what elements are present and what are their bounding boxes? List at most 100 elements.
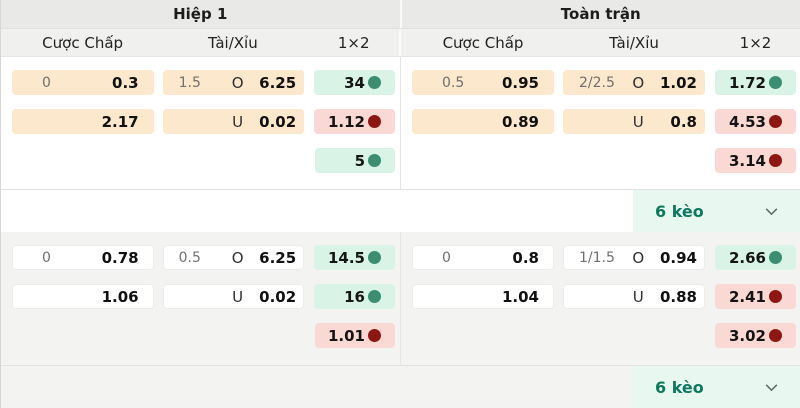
over-under-cell[interactable]: 0.5 O 6.25 (162, 245, 305, 270)
one-x-two-cell[interactable]: 4.53 (715, 109, 796, 134)
over-under-line: 1/1.5 (579, 249, 615, 266)
over-under-odds: 0.02 (259, 112, 297, 131)
one-x-two-odds: 5 (354, 151, 365, 170)
trend-dot-icon (769, 115, 782, 128)
odds-row: 1.04 U 0.88 2.41 (412, 284, 796, 309)
one-x-two-cell[interactable]: 1.12 (314, 109, 395, 134)
more-odds-label: 6 kèo (655, 377, 704, 397)
over-under-cell[interactable]: 1/1.5 O 0.94 (563, 245, 705, 270)
one-x-two-cell[interactable]: 3.14 (715, 148, 796, 173)
one-x-two-cell[interactable]: 34 (314, 70, 395, 95)
column-header-over-under: Tài/Xỉu (207, 33, 258, 52)
odds-block-1-first-half: 0 0.3 1.5 O 6.25 34 2.17 (1, 57, 401, 189)
more-odds-label: 6 kèo (655, 201, 704, 221)
odds-row: 0 0.8 1/1.5 O 0.94 2.66 (412, 245, 796, 270)
handicap-cell[interactable]: 0.5 0.95 (412, 70, 554, 95)
over-under-cell[interactable]: U 0.02 (162, 109, 305, 134)
handicap-cell[interactable]: 1.04 (412, 284, 554, 309)
over-under-line: 0.5 (178, 249, 201, 266)
over-under-side: U (232, 112, 244, 131)
odds-row: 2.17 U 0.02 1.12 (12, 109, 395, 134)
handicap-cell[interactable]: 0 0.3 (12, 70, 154, 95)
odds-row: 1.06 U 0.02 16 (12, 284, 395, 309)
one-x-two-odds: 16 (344, 287, 365, 306)
handicap-cell[interactable]: 0.89 (412, 109, 554, 134)
one-x-two-odds: 2.41 (728, 287, 766, 306)
handicap-line: 0 (42, 249, 51, 266)
column-header-handicap: Cược Chấp (442, 33, 524, 52)
section-divider (399, 0, 402, 28)
handicap-line: 0 (42, 74, 51, 91)
handicap-cell[interactable]: 2.17 (12, 109, 154, 134)
one-x-two-cell[interactable]: 2.41 (715, 284, 796, 309)
column-headers-row: Cược Chấp Tài/Xỉu 1×2 Cược Chấp Tài/Xỉu … (1, 29, 800, 57)
odds-row: 3.02 (412, 323, 796, 348)
over-under-line: 2/2.5 (579, 74, 615, 91)
column-header-1x2: 1×2 (739, 33, 772, 52)
over-under-line: 1.5 (178, 74, 201, 91)
handicap-cell[interactable]: 1.06 (12, 284, 154, 309)
odds-block-2: 0 0.78 0.5 O 6.25 14.5 1.06 (1, 232, 800, 365)
handicap-odds: 0.8 (512, 248, 539, 267)
over-under-cell[interactable]: U 0.8 (563, 109, 705, 134)
odds-row: 1.01 (12, 323, 395, 348)
section-titles-row: Hiệp 1 Toàn trận (1, 0, 800, 29)
over-under-side: U (632, 112, 644, 131)
over-under-side: O (632, 248, 645, 267)
more-odds-button[interactable]: 6 kèo (633, 190, 800, 232)
chevron-down-icon (763, 379, 780, 396)
one-x-two-cell[interactable]: 1.01 (315, 323, 395, 348)
over-under-odds: 0.88 (659, 287, 697, 306)
column-header-handicap: Cược Chấp (42, 33, 124, 52)
chevron-down-icon (763, 203, 780, 220)
handicap-line: 0.5 (442, 74, 465, 91)
handicap-cell[interactable]: 0 0.8 (412, 245, 554, 270)
one-x-two-odds: 3.02 (728, 326, 766, 345)
over-under-cell[interactable]: U 0.88 (563, 284, 705, 309)
one-x-two-odds: 2.66 (728, 248, 766, 267)
handicap-odds: 0.3 (112, 73, 139, 92)
one-x-two-odds: 14.5 (327, 248, 365, 267)
one-x-two-cell[interactable]: 5 (315, 148, 395, 173)
odds-row: 0 0.78 0.5 O 6.25 14.5 (12, 245, 395, 270)
handicap-odds: 1.06 (101, 287, 139, 306)
handicap-odds: 0.78 (101, 248, 139, 267)
odds-block-1-full-match: 0.5 0.95 2/2.5 O 1.02 1.72 0.89 (401, 57, 800, 189)
over-under-odds: 0.94 (659, 248, 697, 267)
one-x-two-cell[interactable]: 2.66 (715, 245, 796, 270)
one-x-two-cell[interactable]: 14.5 (314, 245, 395, 270)
column-headers-first-half: Cược Chấp Tài/Xỉu 1×2 (1, 29, 401, 56)
section-title-full-match: Toàn trận (401, 0, 800, 28)
odds-row: 0 0.3 1.5 O 6.25 34 (12, 70, 395, 95)
trend-dot-icon (368, 251, 381, 264)
trend-dot-icon (769, 251, 782, 264)
over-under-odds: 0.02 (259, 287, 297, 306)
odds-row: 0.5 0.95 2/2.5 O 1.02 1.72 (412, 70, 796, 95)
over-under-cell[interactable]: 1.5 O 6.25 (162, 70, 305, 95)
handicap-odds: 1.04 (501, 287, 539, 306)
more-odds-row-2: 6 kèo (1, 366, 800, 408)
more-odds-button[interactable]: 6 kèo (633, 366, 800, 408)
column-header-over-under: Tài/Xỉu (609, 33, 659, 52)
handicap-odds: 2.17 (101, 112, 139, 131)
one-x-two-odds: 4.53 (728, 112, 766, 131)
one-x-two-cell[interactable]: 3.02 (715, 323, 796, 348)
over-under-cell[interactable]: 2/2.5 O 1.02 (563, 70, 705, 95)
one-x-two-odds: 34 (344, 73, 365, 92)
odds-block-2-full-match: 0 0.8 1/1.5 O 0.94 2.66 1.04 (401, 232, 800, 365)
over-under-side: U (232, 287, 244, 306)
over-under-side: O (231, 248, 244, 267)
over-under-odds: 6.25 (259, 73, 297, 92)
handicap-odds: 0.89 (501, 112, 539, 131)
more-odds-row-1: 6 kèo (1, 190, 800, 232)
over-under-cell[interactable]: U 0.02 (162, 284, 305, 309)
trend-dot-icon (368, 115, 381, 128)
trend-dot-icon (769, 76, 782, 89)
trend-dot-icon (368, 154, 381, 167)
horizontal-divider (1, 365, 800, 366)
over-under-odds: 6.25 (259, 248, 297, 267)
one-x-two-cell[interactable]: 16 (314, 284, 395, 309)
handicap-cell[interactable]: 0 0.78 (12, 245, 154, 270)
one-x-two-cell[interactable]: 1.72 (715, 70, 796, 95)
